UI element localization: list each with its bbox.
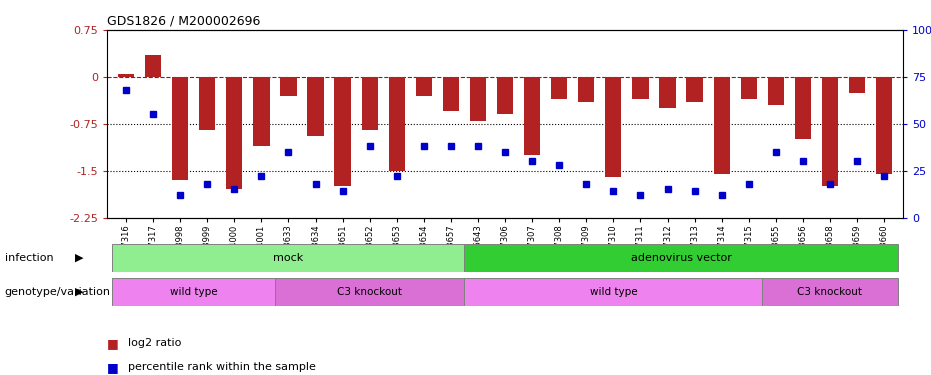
Text: GDS1826 / M200002696: GDS1826 / M200002696 <box>107 15 261 27</box>
Bar <box>465 244 897 272</box>
Text: wild type: wild type <box>169 286 218 297</box>
Bar <box>388 77 405 171</box>
Bar <box>253 77 269 146</box>
Bar <box>443 77 459 111</box>
Bar <box>795 77 811 140</box>
Bar <box>145 55 161 77</box>
Bar <box>605 77 622 177</box>
Bar <box>113 278 275 306</box>
Text: mock: mock <box>274 253 304 263</box>
Bar <box>686 77 703 102</box>
Bar <box>275 278 465 306</box>
Bar <box>172 77 188 180</box>
Bar <box>762 278 897 306</box>
Bar <box>578 77 594 102</box>
Bar <box>741 77 757 99</box>
Bar <box>632 77 649 99</box>
Text: adenovirus vector: adenovirus vector <box>630 253 732 263</box>
Bar <box>118 74 134 77</box>
Text: genotype/variation: genotype/variation <box>5 286 111 297</box>
Text: infection: infection <box>5 253 53 263</box>
Bar <box>307 77 324 136</box>
Bar <box>876 77 892 174</box>
Bar <box>470 77 486 121</box>
Bar <box>497 77 513 114</box>
Text: percentile rank within the sample: percentile rank within the sample <box>128 363 316 372</box>
Text: C3 knockout: C3 knockout <box>337 286 402 297</box>
Bar <box>334 77 351 186</box>
Bar <box>465 278 762 306</box>
Bar <box>280 77 297 96</box>
Bar <box>361 77 378 130</box>
Text: ■: ■ <box>107 361 119 374</box>
Bar <box>524 77 540 155</box>
Text: ▶: ▶ <box>74 286 84 297</box>
Bar <box>768 77 784 105</box>
Bar <box>659 77 676 108</box>
Text: ■: ■ <box>107 337 119 350</box>
Bar <box>416 77 432 96</box>
Bar <box>849 77 865 93</box>
Text: log2 ratio: log2 ratio <box>128 338 181 348</box>
Bar <box>199 77 215 130</box>
Bar <box>822 77 838 186</box>
Bar <box>113 244 465 272</box>
Bar <box>713 77 730 174</box>
Text: wild type: wild type <box>589 286 637 297</box>
Text: C3 knockout: C3 knockout <box>798 286 862 297</box>
Bar <box>551 77 567 99</box>
Bar <box>226 77 242 189</box>
Text: ▶: ▶ <box>74 253 84 263</box>
